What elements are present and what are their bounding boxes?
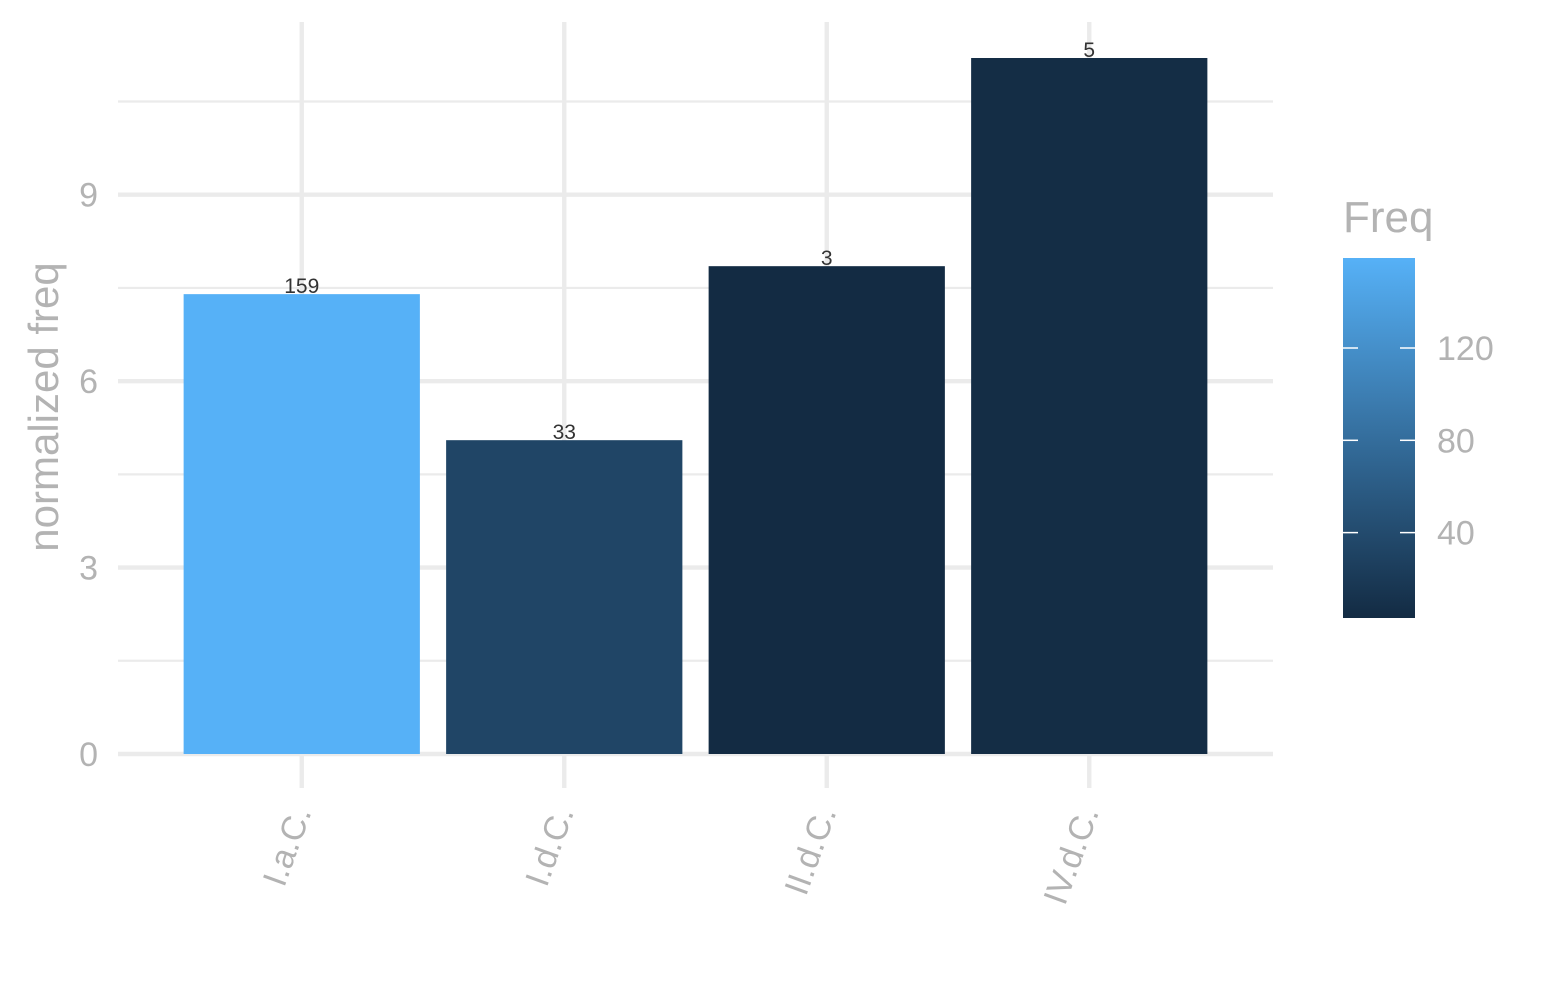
bar-IV.d.C. [971, 58, 1208, 754]
bar-II.d.C. [708, 266, 945, 754]
y-axis-ticks: 0 3 6 9 [79, 177, 98, 774]
bar-I.d.C. [446, 440, 683, 754]
legend-title: Freq [1343, 193, 1433, 242]
x-tick-label: I.a.C. [256, 802, 319, 891]
x-tick-label: I.d.C. [518, 802, 581, 891]
legend-tick-label: 80 [1437, 422, 1475, 460]
data-label: 3 [821, 247, 833, 270]
y-axis-title: normalized freq [20, 262, 67, 551]
legend-colorbar [1343, 258, 1415, 618]
bar-I.a.C. [183, 294, 420, 754]
x-tick-label: II.d.C. [778, 802, 845, 900]
legend-tick-label: 40 [1437, 515, 1475, 553]
y-tick-label: 0 [79, 736, 98, 774]
y-tick-label: 6 [79, 363, 98, 401]
x-tick-label: IV.d.C. [1037, 802, 1107, 910]
y-tick-label: 3 [79, 550, 98, 588]
color-legend: Freq 40 80 120 [1343, 193, 1494, 618]
y-tick-label: 9 [79, 177, 98, 215]
data-label: 159 [284, 275, 319, 298]
legend-tick-label: 120 [1437, 330, 1494, 368]
legend-ticks: 40 80 120 [1343, 330, 1494, 553]
data-label: 33 [553, 421, 576, 444]
x-axis-ticks: I.a.C. I.d.C. II.d.C. IV.d.C. [256, 802, 1107, 910]
bars [183, 58, 1208, 754]
data-label: 5 [1083, 39, 1095, 62]
